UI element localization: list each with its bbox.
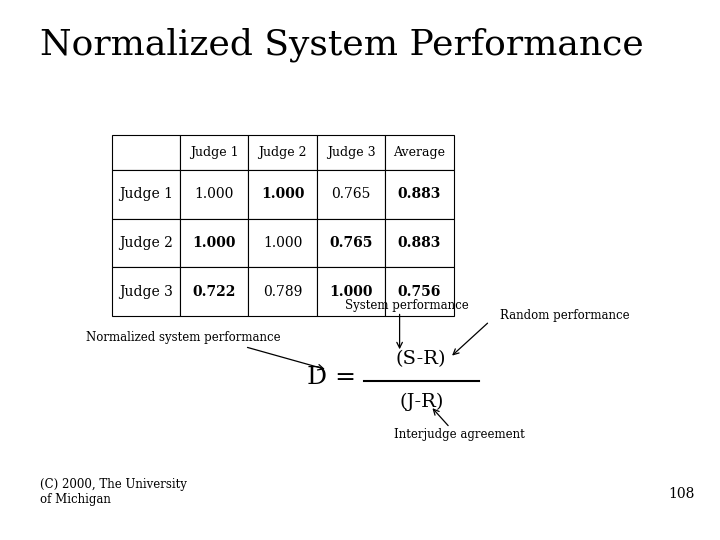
Text: 1.000: 1.000 [329, 285, 373, 299]
Bar [112, 267, 180, 316]
Text: 0.765: 0.765 [329, 236, 373, 250]
Bar [112, 170, 180, 219]
Text: Judge 1: Judge 1 [190, 146, 238, 159]
Text: Judge 1: Judge 1 [119, 187, 173, 201]
Text: 0.883: 0.883 [397, 187, 441, 201]
Bar [317, 135, 385, 170]
Text: Judge 2: Judge 2 [258, 146, 307, 159]
Bar [385, 219, 454, 267]
Text: 1.000: 1.000 [194, 187, 234, 201]
Bar [385, 170, 454, 219]
Bar [180, 170, 248, 219]
Text: Normalized system performance: Normalized system performance [86, 331, 281, 344]
Text: 0.765: 0.765 [331, 187, 371, 201]
Text: 0.789: 0.789 [263, 285, 302, 299]
Bar [248, 135, 317, 170]
Text: Interjudge agreement: Interjudge agreement [394, 428, 525, 441]
Text: D =: D = [307, 367, 356, 389]
Text: Random performance: Random performance [500, 309, 630, 322]
Text: 1.000: 1.000 [263, 236, 302, 250]
Bar [317, 267, 385, 316]
Text: Normalized System Performance: Normalized System Performance [40, 27, 644, 62]
Text: (J-R): (J-R) [399, 393, 444, 411]
Text: (C) 2000, The University
of Michigan: (C) 2000, The University of Michigan [40, 478, 186, 506]
Bar [112, 135, 180, 170]
Bar [317, 170, 385, 219]
Text: 0.722: 0.722 [192, 285, 236, 299]
Bar [112, 219, 180, 267]
Text: Judge 3: Judge 3 [119, 285, 173, 299]
Bar [180, 219, 248, 267]
Text: 0.756: 0.756 [397, 285, 441, 299]
Bar [385, 135, 454, 170]
Text: Average: Average [393, 146, 446, 159]
Bar [385, 267, 454, 316]
Text: 1.000: 1.000 [261, 187, 305, 201]
Text: (S-R): (S-R) [396, 350, 446, 368]
Bar [248, 219, 317, 267]
Text: Judge 3: Judge 3 [327, 146, 375, 159]
Bar [248, 267, 317, 316]
Text: Judge 2: Judge 2 [119, 236, 173, 250]
Text: 1.000: 1.000 [192, 236, 236, 250]
Text: 108: 108 [668, 487, 695, 501]
Text: System performance: System performance [345, 299, 469, 312]
Bar [180, 267, 248, 316]
Bar [248, 170, 317, 219]
Bar [180, 135, 248, 170]
Text: 0.883: 0.883 [397, 236, 441, 250]
Bar [317, 219, 385, 267]
